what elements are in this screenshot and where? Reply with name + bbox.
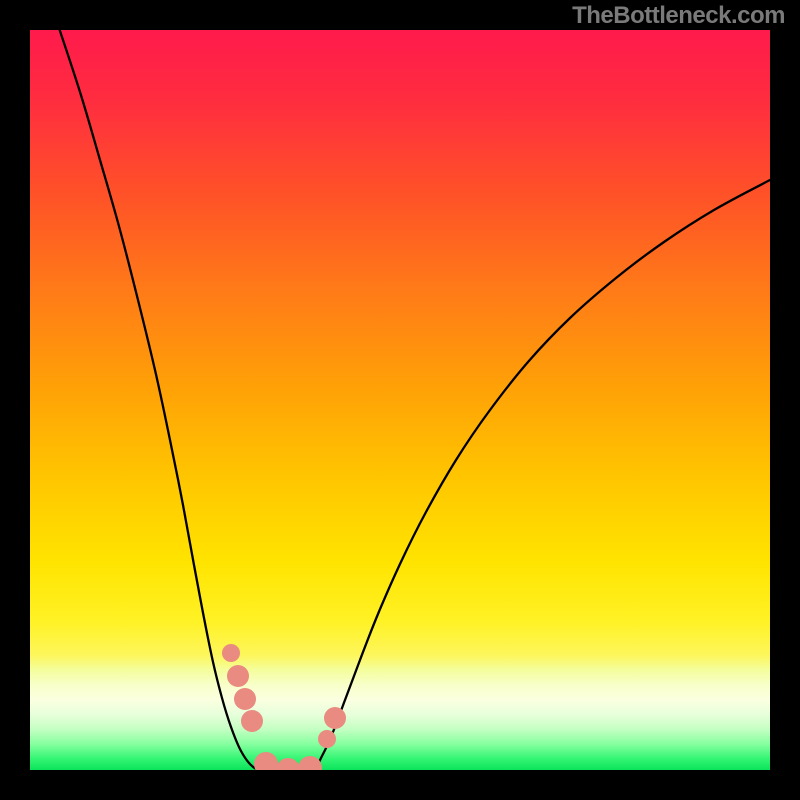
data-marker <box>234 688 256 710</box>
data-marker <box>241 710 263 732</box>
bottleneck-curve-path <box>58 30 770 770</box>
watermark-text: TheBottleneck.com <box>572 2 785 30</box>
plot-area <box>30 30 770 770</box>
data-marker <box>254 752 278 770</box>
data-marker <box>227 665 249 687</box>
data-marker <box>318 730 336 748</box>
bottleneck-curve <box>30 30 770 770</box>
data-marker <box>324 707 346 729</box>
data-marker <box>222 644 240 662</box>
chart-container: TheBottleneck.com <box>0 0 800 800</box>
